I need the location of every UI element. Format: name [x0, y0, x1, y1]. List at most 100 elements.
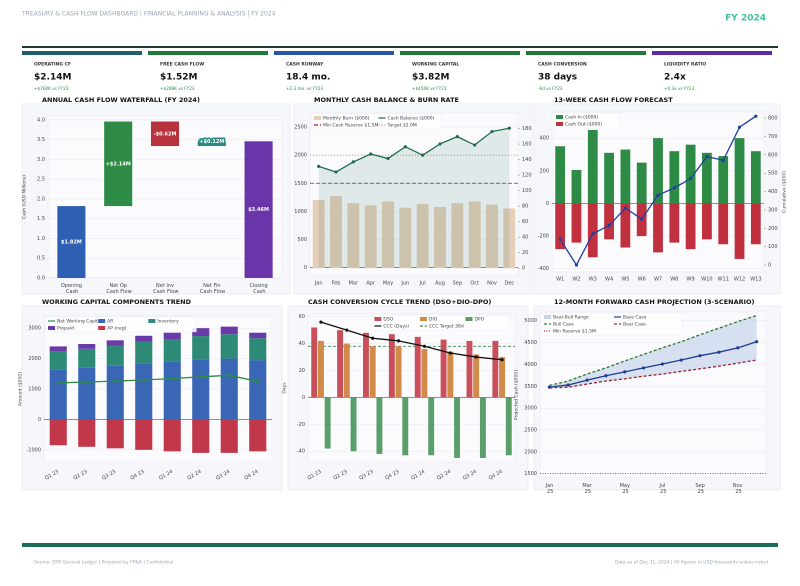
chart-title: CASH CONVERSION CYCLE TREND (DSO+DIO-DPO… — [308, 298, 491, 306]
y-tick-label: 0 — [302, 395, 305, 401]
marker — [591, 232, 595, 236]
x-tick-label: Dec — [504, 281, 514, 287]
bar — [220, 358, 238, 420]
bar — [447, 351, 454, 398]
marker — [754, 340, 759, 344]
x-tick-label: W10 — [701, 277, 712, 283]
marker — [737, 125, 742, 129]
x-tick-label: Sep — [453, 281, 462, 287]
x-tick-label: Feb — [332, 281, 341, 287]
y-tick-label: 3.5 — [37, 137, 45, 143]
marker — [721, 158, 725, 162]
y-tick-label: 400 — [539, 136, 549, 142]
x-tick-label: W11 — [718, 277, 729, 283]
marker — [56, 381, 60, 385]
x-tick-label: Net Fin Cash Flow — [198, 283, 225, 295]
y2-tick-label: 0 — [768, 263, 771, 269]
legend-label: Inventory — [157, 319, 179, 325]
x-tick-label: W4 — [605, 277, 613, 283]
bar — [104, 121, 133, 207]
legend-label: Cash In ($000) — [565, 115, 598, 121]
dashboard-title: TREASURY & CASH FLOW DASHBOARD | FINANCI… — [21, 11, 276, 18]
legend-label: Prepaid — [57, 326, 74, 332]
x-tick-label: Sep 25 — [695, 483, 704, 495]
range-band — [549, 315, 757, 389]
y2-tick-label: 140 — [522, 157, 532, 163]
bar — [492, 340, 499, 398]
marker — [507, 126, 511, 130]
y2-tick-label: 80 — [522, 204, 528, 210]
y2-tick-label: 180 — [522, 126, 532, 132]
bar — [414, 336, 421, 398]
marker — [351, 160, 355, 164]
bar — [636, 162, 647, 204]
y2-tick-label: 40 — [522, 235, 528, 241]
legend-label: Bear Case — [623, 322, 646, 328]
legend-label: Bull Case — [553, 322, 574, 328]
marker — [199, 375, 203, 379]
x-tick-label: Net Inv Cash Flow — [152, 283, 179, 295]
line — [318, 127, 510, 173]
marker — [698, 354, 702, 358]
marker — [490, 129, 494, 134]
bar — [479, 397, 486, 458]
bar — [604, 203, 614, 240]
bar — [163, 332, 181, 340]
bar — [350, 397, 357, 452]
legend-swatch — [465, 317, 473, 321]
legend-label: Bear-Bull Range — [553, 315, 589, 321]
bar — [163, 419, 181, 452]
y-tick-label: 60 — [299, 314, 305, 320]
y-tick-label: 0 — [546, 201, 549, 207]
bar — [571, 169, 582, 204]
legend-label: Cash Out ($000) — [565, 122, 602, 128]
kpi-bar — [22, 51, 142, 55]
bar — [78, 367, 96, 420]
x-tick-label: W5 — [621, 277, 629, 283]
y-tick-label: 20 — [299, 368, 305, 374]
legend-swatch — [419, 317, 427, 321]
marker — [227, 373, 231, 377]
kpi-value: 18.4 mo. — [286, 73, 330, 83]
kpi-change: +$760K vs FY23 — [34, 86, 69, 91]
marker — [623, 370, 627, 374]
bar — [571, 203, 582, 243]
bar — [395, 346, 402, 398]
marker — [574, 263, 579, 267]
x-tick-label: Opening Cash — [61, 283, 82, 295]
bar — [653, 138, 663, 204]
bar — [620, 203, 631, 248]
x-tick-label: May 25 — [620, 483, 630, 495]
bar — [653, 203, 663, 253]
legend-label: DSO — [383, 317, 393, 323]
marker — [396, 339, 401, 343]
y-axis-label: Days — [282, 382, 288, 394]
bar — [399, 207, 412, 269]
y2-tick-label: 0 — [522, 266, 525, 272]
marker — [371, 336, 375, 340]
y-tick-label: 3500 — [524, 384, 537, 390]
marker — [607, 223, 611, 228]
x-tick-label: Oct — [470, 281, 479, 287]
y-tick-label: 1500 — [524, 471, 537, 477]
y-tick-label: 5000 — [524, 318, 537, 324]
bar — [49, 346, 67, 351]
line — [549, 341, 757, 388]
bar — [49, 369, 67, 420]
y-tick-label: 2000 — [28, 356, 41, 362]
marker — [717, 350, 721, 354]
bar — [702, 203, 712, 240]
value-label: +$0.12M — [199, 139, 224, 145]
x-tick-label: W9 — [687, 277, 695, 283]
x-tick-label: Closing Cash — [249, 283, 267, 295]
bar — [620, 149, 631, 204]
legend-swatch — [148, 319, 156, 323]
bar — [669, 151, 680, 204]
bar — [330, 196, 342, 269]
legend-swatch — [374, 317, 382, 321]
marker — [345, 328, 349, 332]
y2-tick-label: 100 — [768, 244, 778, 250]
marker — [679, 358, 683, 362]
bar — [362, 332, 369, 398]
